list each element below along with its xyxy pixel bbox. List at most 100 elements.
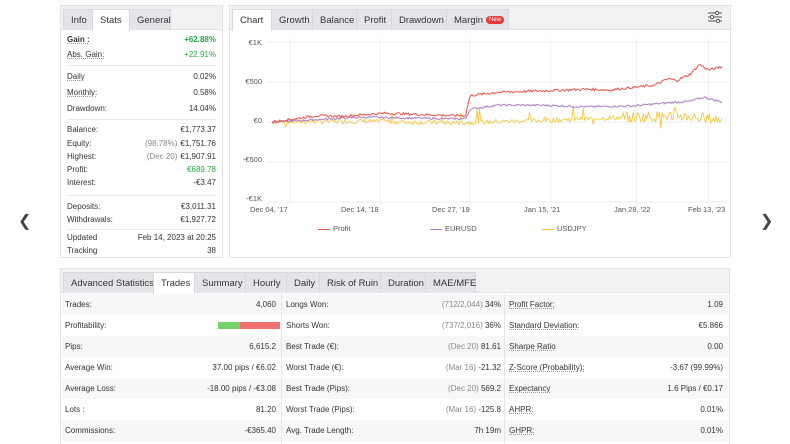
new-badge: New — [486, 16, 505, 25]
sharpe-ratio-label[interactable]: Sharpe Ratio — [509, 342, 556, 351]
series-line-profit — [271, 64, 723, 123]
tab-general[interactable]: General — [129, 9, 171, 30]
tracking-value: 38 — [207, 246, 216, 255]
avg-trade-length-label: Avg. Trade Length: — [286, 426, 354, 435]
standard-deviation-label[interactable]: Standard Deviation: — [509, 321, 580, 330]
daily-label[interactable]: Daily — [67, 72, 85, 81]
equity-row: Equity: (98.78%) €1,751.76 — [67, 137, 216, 150]
monthly-value: 0.58% — [193, 88, 216, 97]
gain-label[interactable]: Gain : — [67, 35, 90, 44]
next-arrow-icon[interactable]: ❯ — [760, 213, 774, 230]
ghpr-value: 0.01% — [700, 426, 723, 435]
ghpr-label[interactable]: GHPR: — [509, 426, 535, 435]
monthly-label[interactable]: Monthly: — [67, 88, 98, 97]
abs-gain-label[interactable]: Abs. Gain: — [67, 50, 105, 59]
profit-chart — [268, 38, 726, 206]
legend-eurusd-label: EURUSD — [445, 224, 477, 233]
tab-advanced-statistics[interactable]: Advanced Statistics — [63, 272, 154, 293]
withdrawals-row: Withdrawals: €1,927.72 — [67, 213, 216, 226]
x-tick-label: Jan 15, '21 — [524, 205, 561, 214]
chart-panel: Chart Growth Balance Profit Drawdown Mar… — [229, 5, 731, 258]
tab-balance[interactable]: Balance — [312, 9, 357, 30]
tab-stats[interactable]: Stats — [92, 9, 130, 31]
drawdown-label: Drawdown: — [67, 104, 108, 113]
y-tick-label: €500 — [245, 77, 262, 86]
column-divider — [504, 294, 505, 444]
tab-risk-of-ruin[interactable]: Risk of Ruin — [319, 272, 381, 293]
tab-mae-mfe[interactable]: MAE/MFE — [425, 272, 476, 293]
highest-label: Highest: — [67, 152, 97, 161]
tab-profit[interactable]: Profit — [356, 9, 392, 30]
highest-date: (Dec 20) — [146, 152, 178, 161]
tab-trades[interactable]: Trades — [153, 272, 195, 294]
deposits-label: Deposits: — [67, 202, 101, 211]
stats-panel: Info Stats General Gain : +62.88% Abs. G… — [60, 5, 223, 258]
withdrawals-label: Withdrawals: — [67, 215, 113, 224]
shorts-won-value: 36% — [484, 321, 501, 330]
sharpe-ratio-value: 0.00 — [707, 342, 723, 351]
settings-sliders-icon[interactable] — [708, 10, 722, 24]
legend-profit[interactable]: Profit — [318, 224, 351, 233]
x-tick-label: Jan 28, '22 — [614, 205, 651, 214]
previous-arrow-icon[interactable]: ❮ — [18, 213, 32, 230]
x-tick-label: Dec 04, '17 — [250, 205, 288, 214]
x-tick-label: Dec 14, '18 — [341, 205, 379, 214]
advanced-statistics-panel: Advanced Statistics Trades Summary Hourl… — [60, 268, 730, 444]
y-tick-label: €1K — [248, 38, 262, 47]
interest-row: Interest: -€3.47 — [67, 176, 216, 189]
daily-value: 0.02% — [193, 72, 216, 81]
gain-value: +62.88% — [184, 35, 216, 44]
legend-usdjpy[interactable]: USDJPY — [542, 224, 587, 233]
divider — [67, 229, 216, 230]
divider — [67, 195, 216, 196]
expectancy-value: 1.6 Pips / €0.17 — [667, 384, 723, 393]
trades-label: Trades: — [65, 300, 92, 309]
highest-row: Highest: (Dec 20) €1,907.91 — [67, 150, 216, 163]
drawdown-value: 14.04% — [188, 104, 216, 113]
legend-eurusd[interactable]: EURUSD — [430, 224, 477, 233]
tab-drawdown[interactable]: Drawdown — [391, 9, 447, 30]
z-score-label[interactable]: Z-Score (Probability): — [509, 363, 585, 372]
tab-duration[interactable]: Duration — [380, 272, 426, 293]
chart-tabbar: Chart Growth Balance Profit Drawdown Mar… — [230, 6, 730, 31]
worst-trade-pips-date: (Mar 16) — [445, 405, 477, 414]
best-trade-eur-date: (Dec 20) — [448, 342, 479, 351]
tab-info[interactable]: Info — [63, 9, 93, 30]
profitability-win-fill — [218, 322, 241, 329]
tab-chart[interactable]: Chart — [232, 9, 272, 31]
shorts-won-count: (737/2,016) — [441, 321, 483, 330]
profitability-label: Profitability: — [65, 321, 107, 330]
worst-trade-eur-label: Worst Trade (€): — [286, 363, 344, 372]
interest-value: -€3.47 — [193, 178, 216, 187]
ahpr-label[interactable]: AHPR: — [509, 405, 534, 414]
tab-margin[interactable]: Margin New — [446, 9, 509, 30]
expectancy-label[interactable]: Expectancy — [509, 384, 551, 393]
tab-daily[interactable]: Daily — [286, 272, 320, 293]
z-score-value: -3.67 (99.99%) — [670, 363, 723, 372]
series-line-usdjpy — [271, 105, 723, 129]
updated-value: Feb 14, 2023 at 20:25 — [137, 233, 216, 242]
commissions-value: -€365.40 — [244, 426, 276, 435]
worst-trade-pips-label: Worst Trade (Pips): — [286, 405, 355, 414]
daily-row: Daily 0.02% — [67, 70, 216, 83]
avg-trade-length-value: 7h 19m — [474, 426, 501, 435]
tab-growth[interactable]: Growth — [271, 9, 313, 30]
table-row — [62, 336, 728, 357]
profit-value: €689.78 — [187, 165, 216, 174]
table-row — [62, 294, 728, 315]
tab-summary[interactable]: Summary — [194, 272, 246, 293]
y-tick-label: -€500 — [242, 155, 262, 164]
pips-value: 6,615.2 — [249, 342, 276, 351]
lots-value: 81.20 — [255, 405, 276, 414]
equity-value: €1,751.76 — [180, 139, 216, 148]
tab-hourly[interactable]: Hourly — [245, 272, 287, 293]
equity-label: Equity: — [67, 139, 92, 148]
highest-value: €1,907.91 — [180, 152, 216, 161]
profit-row: Profit: €689.78 — [67, 163, 216, 176]
worst-trade-eur-date: (Mar 16) — [445, 363, 477, 372]
profit-label: Profit: — [67, 165, 88, 174]
interest-label: Interest: — [67, 178, 96, 187]
tracking-label: Tracking — [67, 246, 98, 255]
profit-factor-label[interactable]: Profit Factor: — [509, 300, 555, 309]
drawdown-row: Drawdown: 14.04% — [67, 102, 216, 115]
